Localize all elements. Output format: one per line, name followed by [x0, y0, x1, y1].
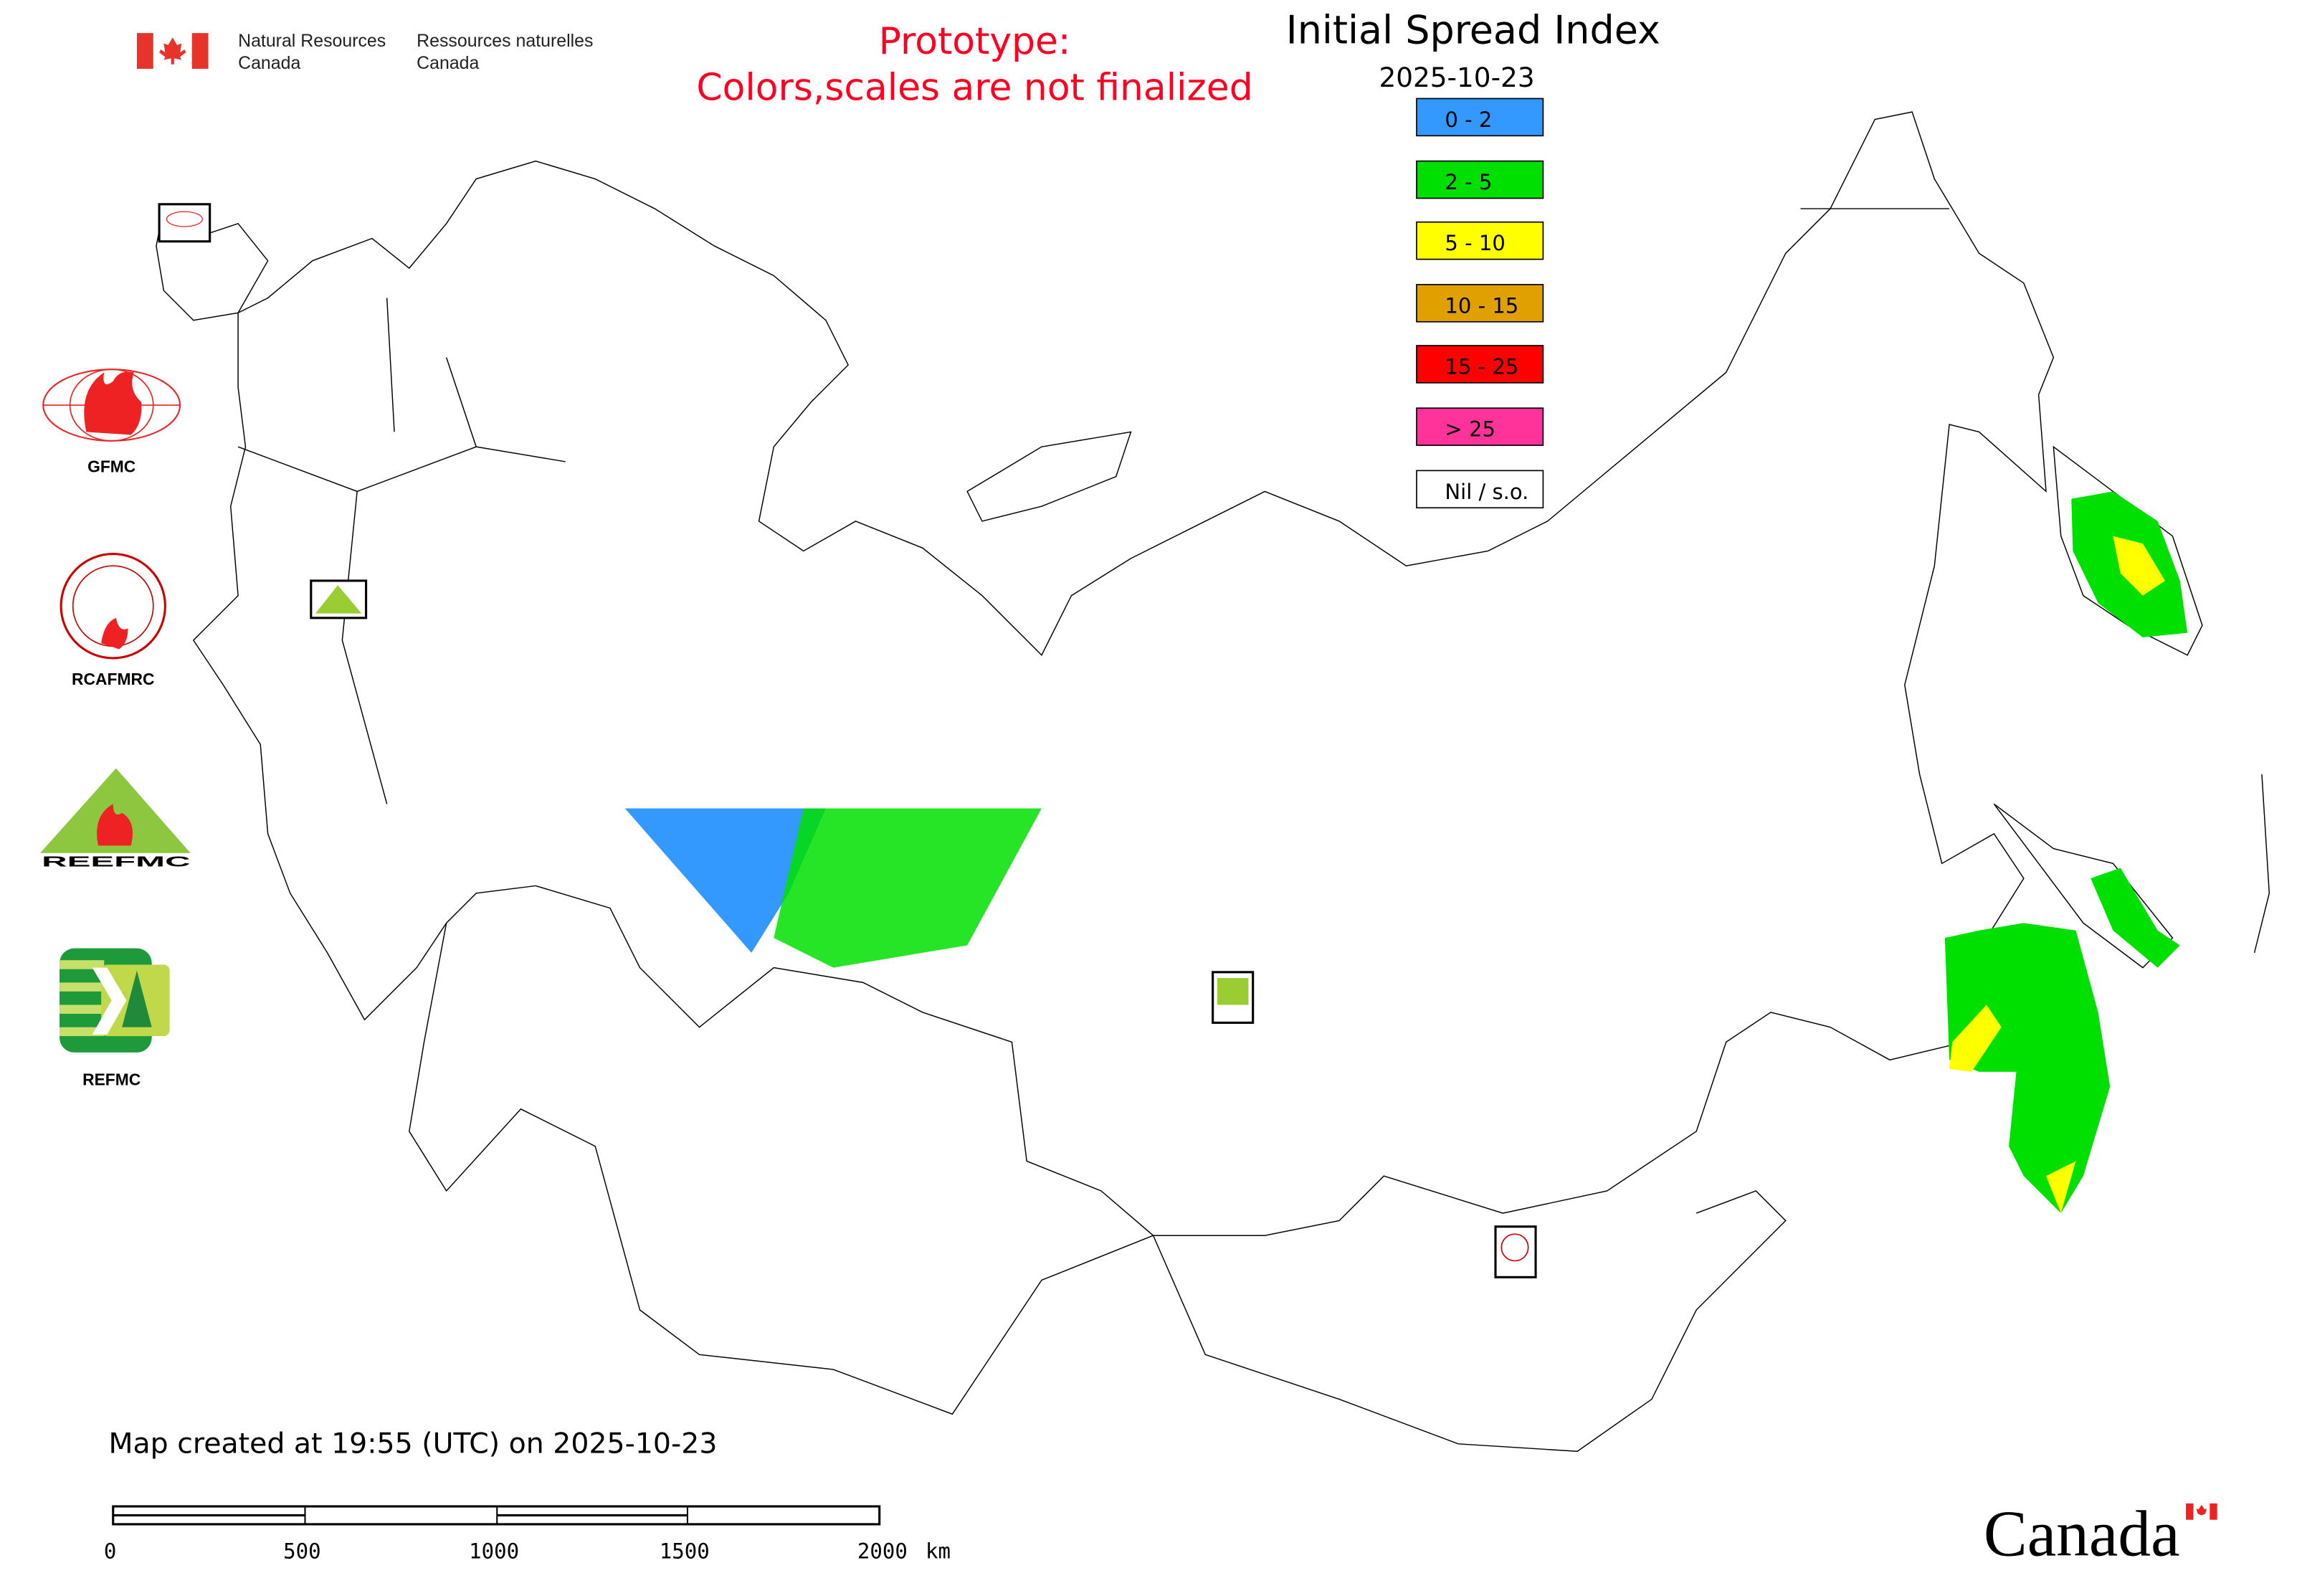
refmc-label: REFMC: [82, 1070, 141, 1089]
legend-item: Nil / s.o.: [1416, 470, 1544, 509]
refmc-logo: REFMC: [60, 948, 170, 1089]
isi-region-amur: [1944, 923, 2111, 1214]
nrcan-signature: Natural Resources Canada Ressources natu…: [136, 31, 593, 73]
mongolia-outline: [1152, 1190, 1787, 1452]
agency-fr-line1: Ressources naturelles: [417, 31, 593, 51]
legend-label: 2 - 5: [1445, 170, 1492, 194]
isi-region-sakhalin: [2091, 868, 2180, 968]
marker-rcafmrc[interactable]: [1494, 1225, 1537, 1278]
legend-item: 2 - 5: [1416, 160, 1544, 199]
reefmc-label: REEFMC: [42, 853, 191, 870]
isi-region-moderate-west: [774, 808, 1042, 968]
scale-tick-0: 0: [104, 1539, 117, 1564]
canada-wordmark-text: Canada: [1984, 1497, 2180, 1569]
sakhalin-japan-outline: [1993, 774, 2270, 969]
map-date: 2025-10-23: [1379, 62, 1534, 93]
isi-region-amur-high-south: [2045, 1161, 2076, 1214]
legend-label: 15 - 25: [1445, 354, 1518, 379]
legend-swatch: [1416, 221, 1544, 260]
legend: 0 - 2 2 - 5 5 - 10 10 - 15 15 - 25 > 25 Nil / …: [1416, 98, 1544, 509]
marker-gfmc[interactable]: [158, 203, 211, 243]
prototype-warning-line2: Colors,scales are not finalized: [696, 67, 1252, 110]
kazakhstan-outline: [409, 923, 1154, 1415]
canada-flag-icon: [136, 33, 209, 69]
map-created-timestamp: Map created at 19:55 (UTC) on 2025-10-23: [109, 1427, 718, 1460]
scale-unit: km: [926, 1539, 951, 1564]
legend-label: 0 - 2: [1445, 108, 1492, 132]
isi-region-amur-high: [1949, 1004, 2002, 1072]
partner-logos: GFMC RCAFMRC REEFMC REFMC: [40, 369, 191, 1089]
legend-label: > 25: [1445, 417, 1495, 442]
prototype-warning-line1: Prototype:: [879, 20, 1071, 63]
country-borders: [156, 111, 2270, 1452]
agency-en-line2: Canada: [238, 53, 300, 73]
gfmc-logo: GFMC: [42, 369, 181, 475]
canada-wordmark: Canada: [1984, 1497, 2217, 1569]
map-logo-markers: [158, 203, 1537, 1278]
legend-swatch: [1416, 98, 1544, 137]
legend-label: Nil / s.o.: [1445, 480, 1528, 504]
legend-swatch: [1416, 345, 1544, 384]
legend-item: > 25: [1416, 407, 1544, 446]
internal-borders: [237, 208, 1950, 804]
reefmc-logo: REEFMC: [40, 768, 191, 870]
scale-bar: 0 500 1000 1500 2000 km: [104, 1505, 951, 1564]
legend-swatch: [1416, 284, 1544, 323]
rcafmrc-logo: RCAFMRC: [60, 553, 166, 688]
legend-item: 15 - 25: [1416, 345, 1544, 384]
scale-tick-1500: 1500: [660, 1539, 710, 1564]
agency-en-line1: Natural Resources: [238, 31, 386, 51]
legend-item: 0 - 2: [1416, 98, 1544, 137]
isi-region-low-west: [624, 808, 826, 953]
legend-label: 10 - 15: [1445, 293, 1518, 318]
map-title: Initial Spread Index: [1286, 8, 1660, 53]
isi-data-layer: [624, 491, 2188, 1214]
legend-swatch: [1416, 407, 1544, 446]
legend-swatch: [1416, 470, 1544, 509]
rcafmrc-label: RCAFMRC: [72, 670, 154, 688]
legend-swatch: [1416, 160, 1544, 199]
legend-item: 10 - 15: [1416, 284, 1544, 323]
scale-tick-500: 500: [283, 1539, 320, 1564]
agency-fr-line2: Canada: [417, 53, 479, 73]
isi-region-kamchatka-high: [2113, 536, 2166, 596]
scale-tick-2000: 2000: [857, 1539, 908, 1564]
gfmc-label: GFMC: [87, 457, 135, 475]
scale-tick-1000: 1000: [469, 1539, 519, 1564]
novaya-zemlya: [966, 431, 1132, 522]
wordmark-flag-icon: [2186, 1503, 2217, 1520]
legend-label: 5 - 10: [1445, 231, 1505, 255]
russia-outline: [192, 111, 2055, 1236]
legend-item: 5 - 10: [1416, 221, 1544, 260]
